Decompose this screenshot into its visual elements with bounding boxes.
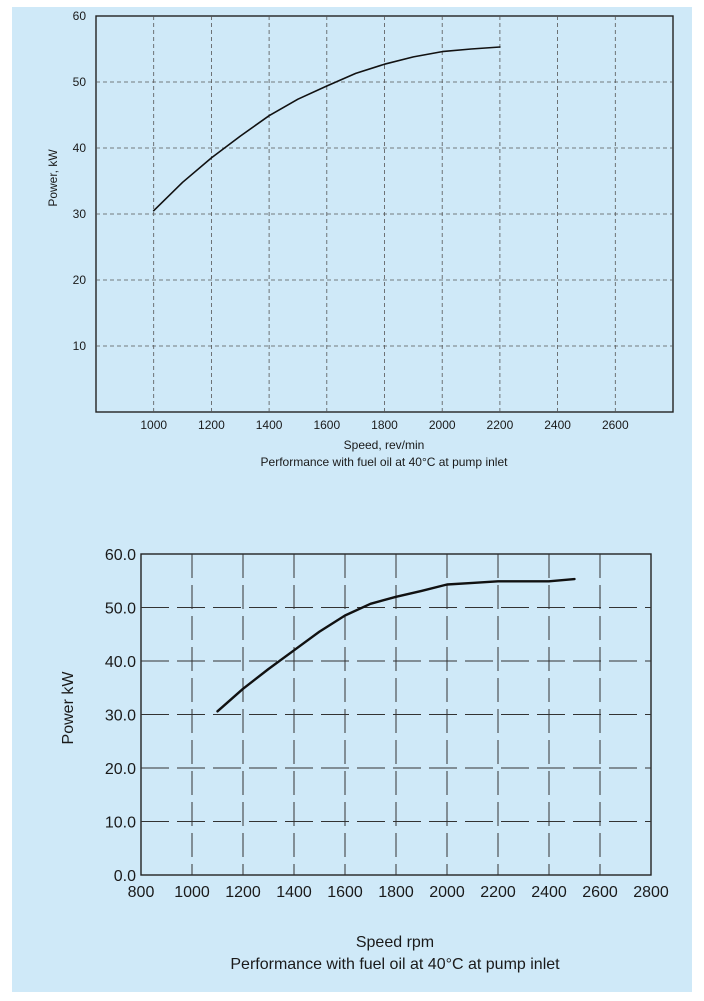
- chart-2-caption: Performance with fuel oil at 40°C at pum…: [230, 956, 560, 973]
- chart-2-y-tick-label: 50.0: [105, 601, 136, 618]
- chart-1-y-tick-label: 60: [73, 9, 87, 23]
- chart-1-x-tick-label: 2000: [429, 418, 456, 432]
- chart-2: 800 1000 1200 1400 1600 1800 2000 2200 2400 2600 2…: [60, 547, 669, 973]
- chart-2-x-tick-label: 2200: [480, 884, 516, 901]
- chart-1-y-ticks: 10 20 30 40 50 60: [73, 9, 87, 353]
- chart-1-y-tick-label: 50: [73, 75, 87, 89]
- chart-2-y-axis-label: Power kW: [60, 671, 77, 745]
- chart-1-y-tick-label: 40: [73, 141, 87, 155]
- chart-2-x-tick-label: 1400: [276, 884, 312, 901]
- chart-1-caption: Performance with fuel oil at 40°C at pum…: [261, 455, 509, 469]
- chart-1-series: [152, 46, 501, 212]
- chart-1-x-axis-label: Speed, rev/min: [344, 438, 425, 452]
- chart-1-x-tick-label: 1800: [371, 418, 398, 432]
- chart-2-y-tick-label: 10.0: [105, 815, 136, 832]
- chart-2-y-tick-label: 60.0: [105, 547, 136, 564]
- chart-2-y-ticks: 0.0 10.0 20.0 30.0 40.0 50.0 60.0: [105, 547, 136, 885]
- chart-2-x-tick-label: 2800: [633, 884, 669, 901]
- chart-2-x-ticks: 800 1000 1200 1400 1600 1800 2000 2200 2400 2600 2…: [128, 884, 669, 901]
- chart-2-x-tick-label: 1600: [327, 884, 363, 901]
- chart-2-series: [216, 577, 576, 713]
- chart-2-x-tick-label: 2000: [429, 884, 465, 901]
- chart-2-y-tick-label: 0.0: [114, 868, 136, 885]
- chart-2-y-tick-label: 30.0: [105, 708, 136, 725]
- chart-1-power-curve: [152, 46, 501, 212]
- chart-2-x-tick-label: 1000: [174, 884, 210, 901]
- chart-1-y-axis-label: Power, kW: [46, 149, 60, 207]
- chart-1-x-tick-label: 2400: [544, 418, 571, 432]
- chart-2-x-axis-label: Speed rpm: [356, 934, 434, 951]
- chart-2-x-tick-label: 800: [128, 884, 155, 901]
- chart-2-grid: [141, 554, 651, 875]
- chart-1-x-tick-label: 1600: [313, 418, 340, 432]
- chart-1-y-tick-label: 20: [73, 273, 87, 287]
- chart-1-grid: [96, 16, 673, 412]
- chart-2-x-tick-label: 2400: [531, 884, 567, 901]
- chart-2-y-tick-label: 20.0: [105, 761, 136, 778]
- chart-2-x-tick-label: 1800: [378, 884, 414, 901]
- chart-1: 1000 1200 1400 1600 1800 2000 2200 2400 2600 10 2…: [46, 9, 674, 469]
- chart-2-power-curve: [216, 577, 576, 713]
- chart-2-x-tick-label: 2600: [582, 884, 618, 901]
- chart-1-x-tick-label: 1000: [140, 418, 167, 432]
- chart-1-x-tick-label: 1400: [256, 418, 283, 432]
- chart-1-x-tick-label: 1200: [198, 418, 225, 432]
- chart-1-y-tick-label: 30: [73, 207, 87, 221]
- chart-1-x-ticks: 1000 1200 1400 1600 1800 2000 2200 2400 2600: [140, 418, 629, 432]
- chart-1-x-tick-label: 2200: [487, 418, 514, 432]
- chart-2-x-tick-label: 1200: [225, 884, 261, 901]
- chart-2-y-tick-label: 40.0: [105, 654, 136, 671]
- chart-1-y-tick-label: 10: [73, 339, 87, 353]
- chart-1-x-tick-label: 2600: [602, 418, 629, 432]
- figure-panel: [12, 7, 692, 992]
